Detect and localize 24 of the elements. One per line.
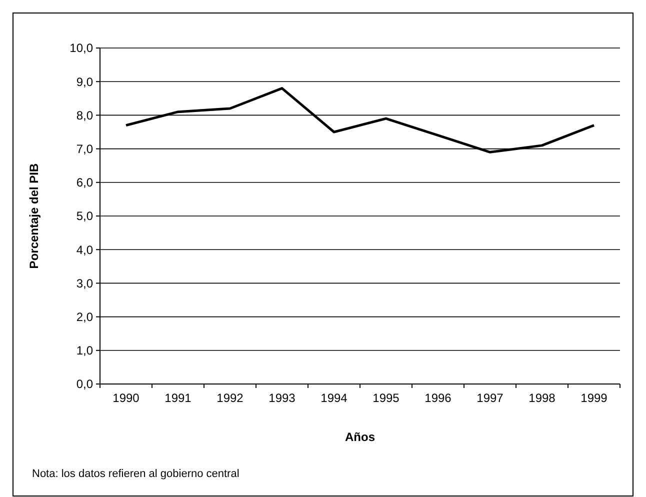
x-tick-label: 1995 <box>372 391 400 405</box>
y-axis-title: Porcentaje del PIB <box>27 162 41 269</box>
y-tick-label: 6,0 <box>76 176 94 190</box>
y-tick-label: 7,0 <box>76 142 94 156</box>
x-tick-label: 1990 <box>112 391 140 405</box>
y-tick-label: 1,0 <box>76 344 94 358</box>
x-tick-label: 1996 <box>424 391 452 405</box>
x-tick-label: 1993 <box>268 391 296 405</box>
x-tick-label: 1992 <box>216 391 244 405</box>
y-tick-label: 2,0 <box>76 310 94 324</box>
x-tick-label: 1994 <box>320 391 348 405</box>
y-tick-label: 3,0 <box>76 276 94 290</box>
x-axis-title: Años <box>345 430 376 444</box>
y-tick-label: 10,0 <box>70 41 94 56</box>
text: Nota: los datos refieren al gobierno central <box>32 468 240 480</box>
x-tick-label: 1999 <box>580 391 608 405</box>
x-tick-label: 1997 <box>476 391 504 405</box>
y-tick-label: 0,0 <box>76 377 94 392</box>
x-tick-label: 1998 <box>528 391 556 405</box>
x-tick-label: 1991 <box>164 391 192 405</box>
y-tick-label: 4,0 <box>76 242 94 257</box>
y-tick-label: 8,0 <box>76 108 94 122</box>
y-tick-label: 5,0 <box>76 209 94 224</box>
y-tick-label: 9,0 <box>76 74 94 89</box>
